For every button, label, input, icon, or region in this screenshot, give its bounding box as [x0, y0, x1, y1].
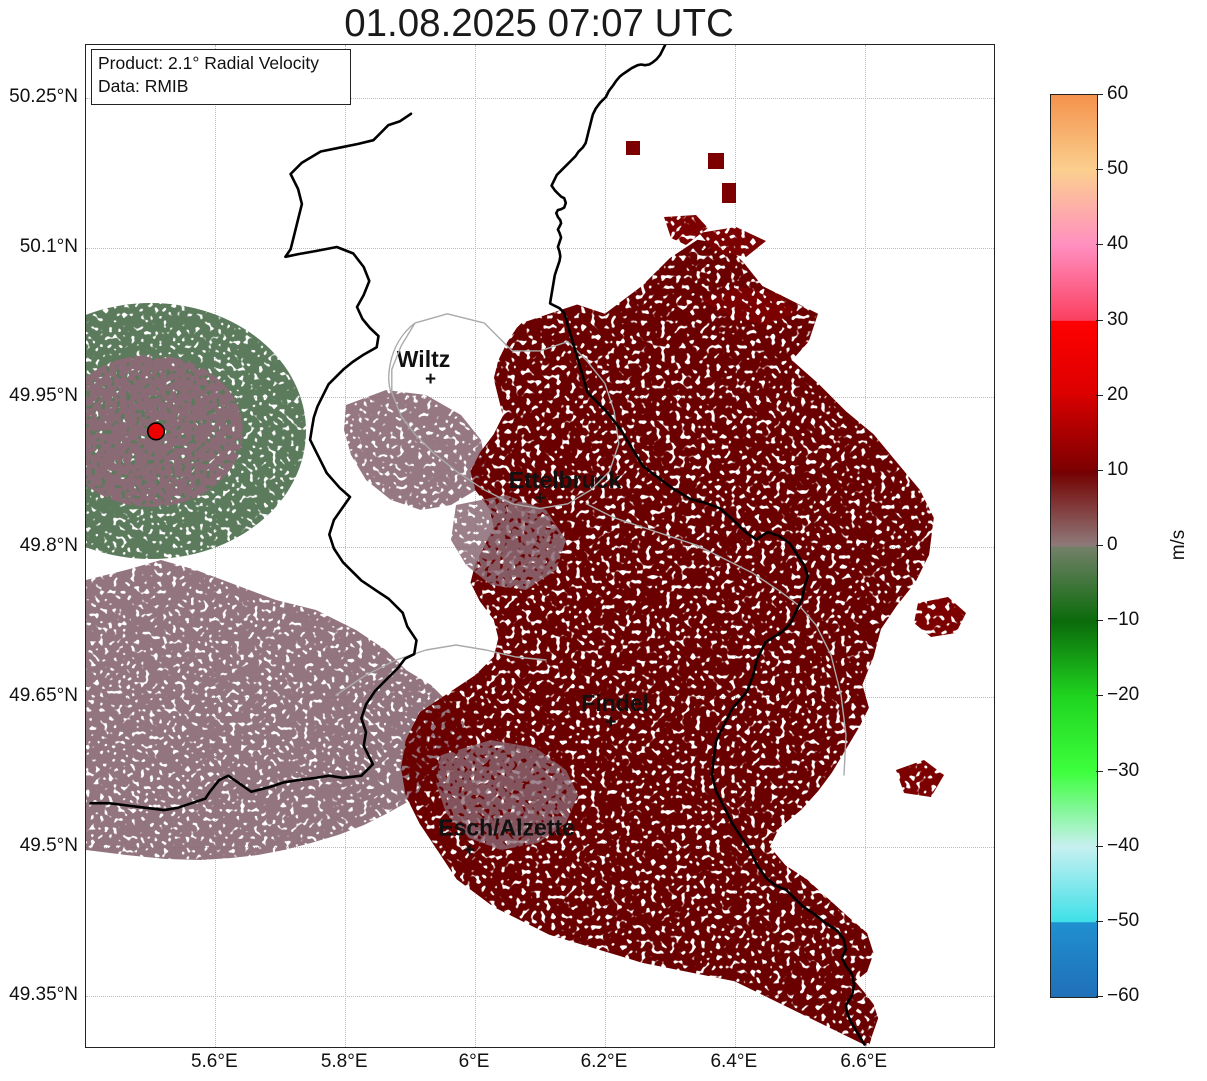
- svg-text:Ettelbruck: Ettelbruck: [509, 467, 622, 493]
- svg-text:+: +: [535, 488, 546, 509]
- svg-text:+: +: [425, 369, 436, 390]
- svg-text:+: +: [464, 840, 475, 861]
- svg-text:+: +: [605, 712, 616, 733]
- svg-text:Esch/Alzette: Esch/Alzette: [438, 815, 575, 841]
- svg-text:Wiltz: Wiltz: [397, 346, 450, 372]
